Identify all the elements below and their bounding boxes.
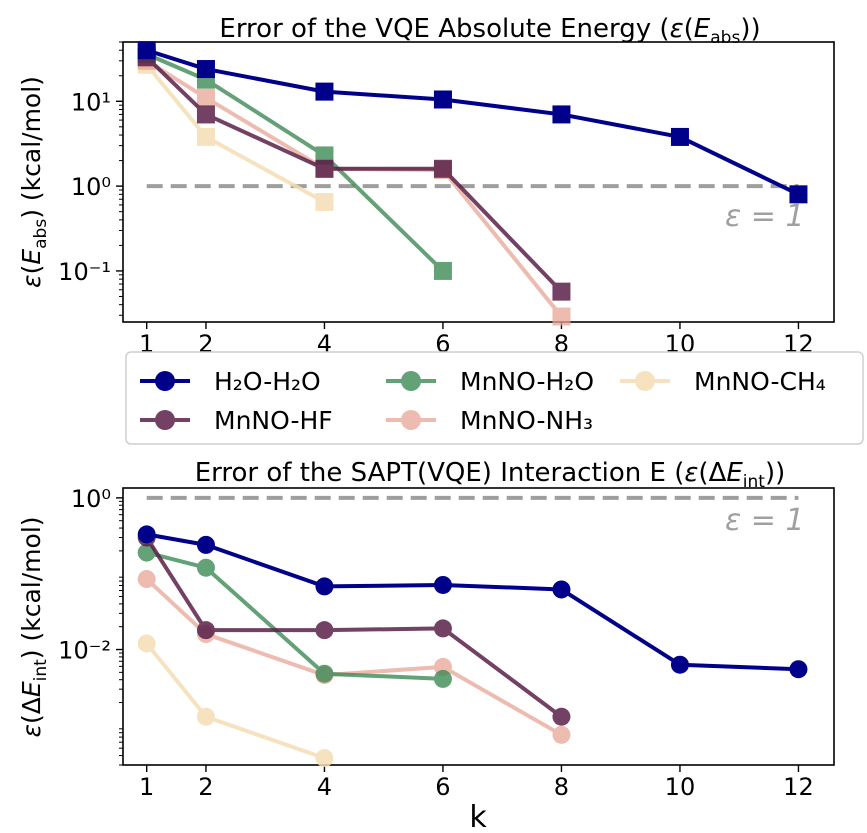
bottom-panel-title: Error of the SAPT(VQE) Interaction E (ε(… [195,458,786,492]
top-x-tick-label: 1 [139,330,154,358]
top-y-tick-label: 10¹ [71,88,111,116]
top-series-MnNO-HF [137,48,571,301]
top-data-point [315,192,334,211]
bottom-x-tick-label: 8 [554,773,569,801]
top-data-point [196,105,215,124]
top-y-tick-label: 10⁰ [71,173,111,201]
legend-swatch-marker [155,371,175,391]
bottom-data-point [137,634,156,653]
top-data-point [433,159,452,178]
bottom-data-point [196,621,215,640]
bottom-y-axis-label: ε(ΔEint) (kcal/mol) [17,516,51,737]
top-data-point [789,185,808,204]
legend-label: MnNO-CH₄ [694,367,826,396]
top-series-MnNO-H₂O [137,45,452,280]
bottom-x-tick-label: 4 [317,773,332,801]
x-axis-label: k [469,800,487,833]
bottom-data-point [433,619,452,638]
bottom-data-point [196,558,215,577]
bottom-series-MnNO-CH₄ [137,634,334,768]
bottom-data-point [552,707,571,726]
top-data-point [552,282,571,301]
top-data-point [552,307,571,326]
bottom-data-point [315,621,334,640]
top-panel-title: Error of the VQE Absolute Energy (ε(Eabs… [219,14,760,48]
bottom-x-tick-label: 2 [198,773,213,801]
bottom-series-line [146,550,444,681]
bottom-data-point [315,749,334,768]
legend-swatch-marker [155,410,175,430]
bottom-x-tick-label: 1 [139,773,154,801]
bottom-data-point [433,575,452,594]
bottom-data-point [552,580,571,599]
legend-entry [620,371,670,391]
top-data-point [137,41,156,60]
bottom-data-point [196,707,215,726]
legend: H₂O-H₂O MnNO-H₂O MnNO-CH₄ MnNO-HF MnNO-NH₃ [140,367,826,435]
top-data-point [433,90,452,109]
legend-swatch-marker [401,371,421,391]
bottom-data-point [433,669,452,688]
bottom-series-line [145,642,326,760]
bottom-data-point [137,525,156,544]
top-x-tick-label: 6 [435,330,450,358]
legend-entry [140,410,190,430]
top-data-point [552,105,571,124]
top-x-tick-label: 4 [317,330,332,358]
legend-entry [386,371,436,391]
top-data-point [433,261,452,280]
legend-swatch-marker [635,371,655,391]
top-x-tick-label: 8 [554,330,569,358]
bottom-data-point [315,664,334,683]
bottom-data-point [552,725,571,744]
bottom-y-tick-label: 10⁻² [58,637,111,665]
bottom-data-point [315,577,334,596]
top-plot-frame [122,41,835,323]
bottom-data-point [196,535,215,554]
top-series-line [145,52,445,273]
bottom-series-H₂O-H₂O [137,525,808,679]
bottom-threshold-label: ε = 1 [725,503,805,538]
top-data-point [315,159,334,178]
bottom-x-tick-label: 12 [783,773,814,801]
top-threshold-label: ε = 1 [725,199,805,234]
top-series-H₂O-H₂O [137,41,808,204]
bottom-x-tick-label: 10 [665,773,696,801]
bottom-data-point [670,655,689,674]
top-data-point [670,127,689,146]
top-data-point [196,127,215,146]
bottom-data-point [137,570,156,589]
legend-label: MnNO-NH₃ [460,406,593,435]
bottom-data-point [789,660,808,679]
bottom-x-tick-label: 6 [435,773,450,801]
legend-label: H₂O-H₂O [214,367,321,396]
legend-swatch-marker [401,410,421,430]
bottom-y-tick-label: 10⁰ [71,485,111,513]
top-x-tick-label: 2 [198,330,213,358]
legend-box [125,351,864,445]
top-data-point [315,82,334,101]
top-y-axis-label: ε(Eabs) (kcal/mol) [17,76,51,288]
top-data-point [196,88,215,107]
legend-label: MnNO-HF [214,406,333,435]
bottom-series-MnNO-HF [137,528,571,726]
top-y-tick-label: 10⁻¹ [58,258,111,286]
top-data-point [196,60,215,79]
legend-entry [386,410,436,430]
legend-label: MnNO-H₂O [460,367,594,396]
legend-entry [140,371,190,391]
